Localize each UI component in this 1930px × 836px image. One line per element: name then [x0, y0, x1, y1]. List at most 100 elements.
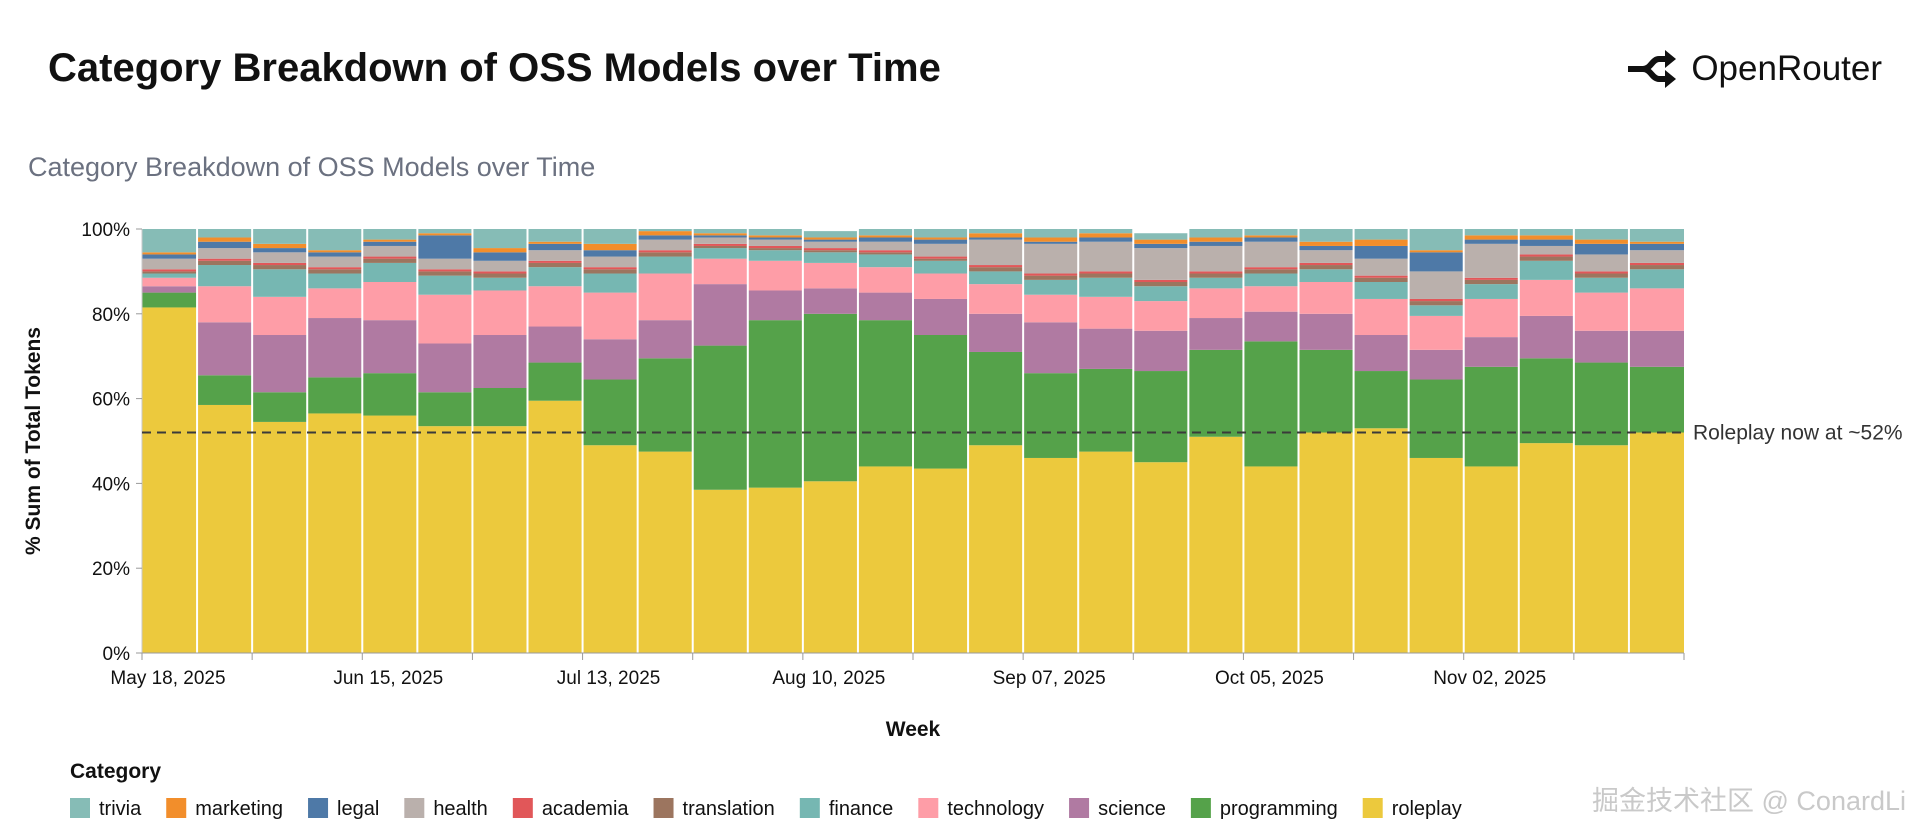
- bar-segment-trivia: [637, 229, 693, 232]
- bar-segment-trivia: [1243, 229, 1299, 236]
- bar-segment-translation: [802, 250, 858, 253]
- bar-segment-health: [142, 258, 198, 270]
- bar-segment-legal: [1243, 237, 1299, 242]
- bar-segment-academia: [747, 245, 803, 249]
- bar-segment-academia: [692, 243, 748, 246]
- bar-segment-finance: [472, 277, 528, 291]
- bar-segment-finance: [1078, 277, 1134, 297]
- bar-segment-roleplay: [1023, 457, 1079, 653]
- bar-segment-trivia: [582, 229, 638, 244]
- roleplay-annotation: Roleplay now at ~52%: [1693, 422, 1903, 445]
- bar-segment-roleplay: [1078, 451, 1134, 653]
- bar-segment-finance: [1298, 269, 1354, 282]
- legend-swatch-roleplay: [1362, 798, 1383, 818]
- bar-segment-technology: [1353, 298, 1409, 335]
- bar-segment-legal: [857, 237, 913, 242]
- bar-segment-legal: [692, 235, 748, 238]
- bar-segment-finance: [142, 273, 198, 278]
- openrouter-logo[interactable]: OpenRouter: [1625, 48, 1882, 90]
- bar-segment-technology: [692, 258, 748, 285]
- legend-swatch-health: [404, 798, 425, 818]
- page-title: Category Breakdown of OSS Models over Ti…: [48, 46, 941, 90]
- y-tick-label: 80%: [92, 305, 130, 326]
- bar-segment-finance: [1023, 279, 1079, 295]
- bar-segment-legal: [1408, 252, 1464, 272]
- bar-segment-programming: [362, 373, 418, 416]
- bar-segment-health: [1628, 250, 1684, 263]
- legend-label-health: health: [433, 798, 488, 820]
- bar-segment-science: [1078, 328, 1134, 369]
- bar-segment-health: [1463, 243, 1519, 278]
- bar-segment-trivia: [527, 229, 583, 242]
- bar-segment-science: [1298, 313, 1354, 350]
- bar-segment-legal: [142, 254, 198, 259]
- bar-segment-academia: [252, 262, 308, 266]
- bar-segment-translation: [747, 248, 803, 251]
- bar-segment-marketing: [1463, 235, 1519, 240]
- bar-segment-science: [197, 322, 253, 376]
- bar-segment-finance: [197, 265, 253, 287]
- bar-segment-technology: [1463, 298, 1519, 338]
- bar-segment-legal: [472, 252, 528, 261]
- bar-segment-legal: [1078, 237, 1134, 242]
- bar-segment-marketing: [1243, 235, 1299, 238]
- bar-segment-science: [968, 313, 1024, 352]
- bar-segment-finance: [1573, 277, 1629, 293]
- bar-segment-finance: [913, 260, 969, 274]
- bar-segment-programming: [197, 375, 253, 405]
- bar-segment-trivia: [1573, 229, 1629, 240]
- bar-segment-science: [1353, 335, 1409, 372]
- bar-segment-marketing: [1408, 250, 1464, 253]
- bar-segment-trivia: [417, 229, 473, 234]
- bar-segment-trivia: [1408, 229, 1464, 251]
- bar-segment-programming: [1518, 358, 1574, 444]
- legend-swatch-legal: [308, 798, 329, 818]
- bar-segment-academia: [1408, 298, 1464, 302]
- bar-segment-legal: [252, 248, 308, 253]
- bar-segment-roleplay: [417, 426, 473, 653]
- bar-segment-science: [1188, 318, 1244, 350]
- bar-segment-translation: [307, 269, 363, 274]
- bar-segment-legal: [1298, 245, 1354, 251]
- bar-segment-science: [1573, 330, 1629, 363]
- bar-segment-science: [1243, 311, 1299, 342]
- bar-segment-roleplay: [472, 426, 528, 653]
- bar-segment-trivia: [1078, 229, 1134, 234]
- bar-segment-technology: [747, 260, 803, 291]
- x-tick-label: Jun 15, 2025: [333, 668, 443, 689]
- bar-segment-translation: [1573, 273, 1629, 278]
- bar-segment-science: [637, 320, 693, 359]
- x-axis-label: Week: [886, 718, 941, 741]
- bar-segment-trivia: [913, 229, 969, 238]
- bar-segment-academia: [142, 269, 198, 272]
- bar-segment-science: [802, 288, 858, 314]
- bar-segment-technology: [1518, 279, 1574, 316]
- bar-segment-finance: [1243, 273, 1299, 287]
- legend-label-roleplay: roleplay: [1392, 798, 1462, 820]
- bar-segment-academia: [1298, 262, 1354, 266]
- bar-segment-science: [527, 326, 583, 363]
- bar-segment-academia: [1243, 267, 1299, 270]
- bar-segment-marketing: [197, 237, 253, 242]
- legend-label-legal: legal: [337, 798, 379, 820]
- bar-segment-programming: [857, 320, 913, 467]
- bar-segment-translation: [1408, 301, 1464, 306]
- y-tick-label: 20%: [92, 559, 130, 580]
- bar-segment-finance: [1463, 284, 1519, 299]
- bar-segment-programming: [692, 345, 748, 490]
- bar-segment-trivia: [1133, 233, 1189, 240]
- bar-segment-translation: [1628, 265, 1684, 270]
- bar-segment-programming: [1243, 341, 1299, 467]
- bar-segment-technology: [362, 282, 418, 321]
- y-tick-label: 0%: [103, 644, 131, 665]
- bar-segment-health: [747, 239, 803, 246]
- bar-segment-trivia: [252, 229, 308, 244]
- bar-segment-health: [637, 239, 693, 251]
- bar-segment-translation: [472, 273, 528, 278]
- legend-swatch-technology: [918, 798, 939, 818]
- bar-segment-translation: [1298, 265, 1354, 270]
- bar-segment-marketing: [857, 235, 913, 238]
- bar-segment-health: [802, 241, 858, 249]
- bar-segment-health: [857, 241, 913, 251]
- legend-swatch-academia: [512, 798, 533, 818]
